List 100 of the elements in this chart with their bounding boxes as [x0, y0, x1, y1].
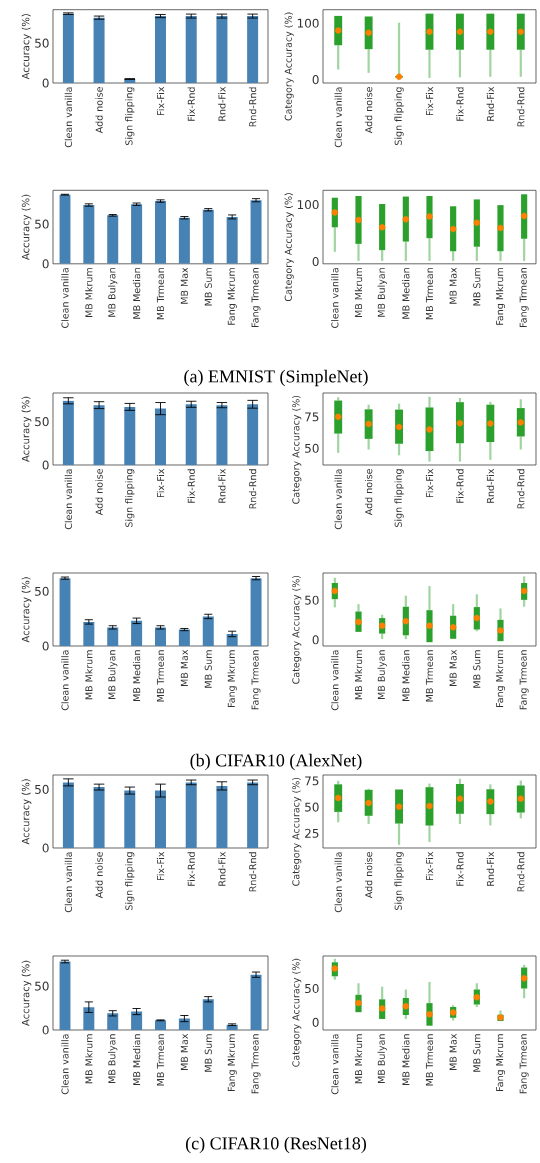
y-tick-label: 50 — [35, 219, 49, 229]
x-tick-label: Rnd-Fix — [486, 851, 495, 886]
y-tick-label: 50 — [305, 802, 319, 812]
x-tick-label: MB Median — [132, 268, 141, 319]
x-tick-label: MB Trmean — [156, 1034, 165, 1086]
x-tick-label: MB Max — [449, 1033, 457, 1070]
text: (a) EMNIST (SimpleNet) — [184, 369, 368, 387]
x-tick-label: Fix-Rnd — [456, 852, 464, 886]
x-tick-label: Fang Mkrum — [495, 1034, 506, 1091]
x-tick-label: MB Max — [180, 267, 188, 304]
y-tick-label: 25 — [305, 828, 319, 838]
y-tick-label: 0 — [42, 78, 49, 88]
x-tick-label: MB Bulyan — [377, 650, 387, 699]
x-tick-label: Fang Mkrum — [495, 650, 506, 707]
x-tick-label: MB Sum — [204, 268, 212, 306]
x-tick-label: Clean vanilla — [334, 852, 342, 913]
x-tick-label: Clean vanilla — [331, 650, 339, 711]
x-tick-label: MB Sum — [473, 1034, 481, 1072]
text: (c) CIFAR10 (ResNet18) — [185, 1136, 367, 1154]
y-axis-title: Accuracy (%) — [21, 396, 32, 462]
y-axis-title: Category Accuracy (%) — [284, 193, 294, 302]
x-tick-label: Fang Mkrum — [227, 268, 237, 325]
x-tick-label: MB Mkrum — [85, 268, 93, 318]
x-tick-label: Clean vanilla — [331, 268, 339, 328]
x-tick-label: MB Median — [132, 650, 141, 701]
y-axis-title: Accuracy (%) — [21, 779, 32, 845]
x-tick-label: MB Sum — [473, 650, 481, 688]
y-tick-label: 75 — [305, 412, 319, 422]
x-tick-label: Fang Trmean — [251, 650, 261, 710]
x-tick-label: MB Max — [449, 649, 457, 686]
x-tick-label: Fix-Fix — [156, 86, 165, 116]
x-tick-label: Add noise — [95, 87, 103, 134]
y-tick-label: 50 — [35, 981, 49, 991]
x-tick-label: Sign flipping — [394, 87, 404, 146]
x-tick-label: Add noise — [95, 852, 103, 899]
x-tick-label: Sign flipping — [394, 469, 404, 528]
x-tick-label: Rnd-Fix — [218, 468, 226, 503]
x-tick-label: Clean vanilla — [331, 1034, 339, 1095]
x-tick-label: MB Trmean — [156, 650, 165, 702]
x-tick-label: MB Bulyan — [377, 1034, 387, 1083]
x-tick-label: MB Trmean — [156, 268, 165, 320]
x-tick-label: MB Median — [132, 1034, 141, 1085]
x-tick-label: Fix-Rnd — [187, 852, 195, 886]
x-tick-label: MB Sum — [204, 650, 212, 688]
x-tick-label: Fix-Fix — [425, 468, 434, 498]
y-tick-label: 0 — [312, 635, 319, 645]
text: (b) CIFAR10 (AlexNet) — [190, 753, 362, 771]
x-tick-label: Add noise — [95, 469, 103, 516]
x-tick-label: MB Median — [402, 1034, 410, 1085]
x-tick-label: MB Trmean — [425, 1034, 434, 1086]
x-tick-label: Rnd-Rnd — [517, 852, 525, 892]
x-tick-label: MB Bulyan — [108, 268, 118, 317]
x-tick-label: MB Mkrum — [354, 268, 363, 318]
x-tick-label: MB Median — [402, 650, 410, 701]
x-tick-label: Clean vanilla — [64, 469, 73, 530]
x-tick-label: MB Max — [180, 649, 188, 686]
x-tick-label: Rnd-Rnd — [517, 469, 525, 509]
x-tick-label: MB Mkrum — [85, 650, 93, 700]
x-tick-label: Rnd-Fix — [486, 468, 495, 503]
y-tick-label: 50 — [35, 38, 49, 48]
x-tick-label: Add noise — [364, 852, 373, 899]
y-axis-title: Accuracy (%) — [21, 960, 32, 1026]
x-tick-label: Clean vanilla — [334, 87, 342, 148]
x-tick-label: MB Sum — [473, 268, 481, 306]
x-tick-label: Rnd-Fix — [218, 86, 226, 121]
y-tick-label: 50 — [305, 443, 319, 453]
x-tick-label: MB Bulyan — [377, 268, 387, 317]
x-tick-label: Clean vanilla — [64, 87, 73, 148]
y-tick-label: 100 — [297, 18, 319, 28]
y-axis-title: Category Accuracy (%) — [284, 12, 294, 121]
x-tick-label: MB Sum — [204, 1034, 212, 1072]
x-tick-label: Fang Mkrum — [227, 650, 237, 707]
y-axis-title: Accuracy (%) — [21, 194, 32, 261]
x-tick-label: Add noise — [364, 469, 373, 516]
x-tick-label: Fang Trmean — [519, 1034, 529, 1094]
x-tick-label: Clean vanilla — [61, 268, 69, 328]
y-axis-title: Category Accuracy (%) — [292, 958, 302, 1067]
y-axis-title: Category Accuracy (%) — [292, 395, 302, 504]
y-tick-label: 100 — [297, 200, 319, 210]
y-tick-label: 0 — [42, 460, 49, 470]
x-tick-label: Fang Mkrum — [495, 268, 506, 325]
x-tick-label: Clean vanilla — [61, 1034, 69, 1095]
x-tick-label: Rnd-Fix — [486, 86, 495, 121]
x-tick-label: Fang Trmean — [519, 650, 529, 710]
x-tick-label: Rnd-Rnd — [248, 852, 257, 892]
x-tick-label: Fix-Fix — [156, 851, 165, 881]
x-tick-label: Clean vanilla — [61, 650, 69, 711]
x-tick-label: Clean vanilla — [334, 469, 342, 530]
y-axis-title: Category Accuracy (%) — [292, 575, 302, 684]
x-tick-label: Sign flipping — [125, 469, 135, 528]
x-tick-label: Fix-Fix — [425, 851, 434, 881]
y-tick-label: 0 — [312, 256, 319, 267]
x-tick-label: MB Max — [449, 267, 457, 304]
y-axis-title: Accuracy (%) — [21, 14, 32, 80]
y-tick-label: 0 — [312, 75, 319, 85]
x-tick-label: Rnd-Rnd — [248, 469, 257, 509]
y-tick-label: 50 — [305, 983, 319, 994]
x-tick-label: MB Bulyan — [108, 650, 118, 699]
x-tick-label: MB Mkrum — [85, 1034, 93, 1084]
x-tick-label: MB Mkrum — [354, 1034, 363, 1084]
